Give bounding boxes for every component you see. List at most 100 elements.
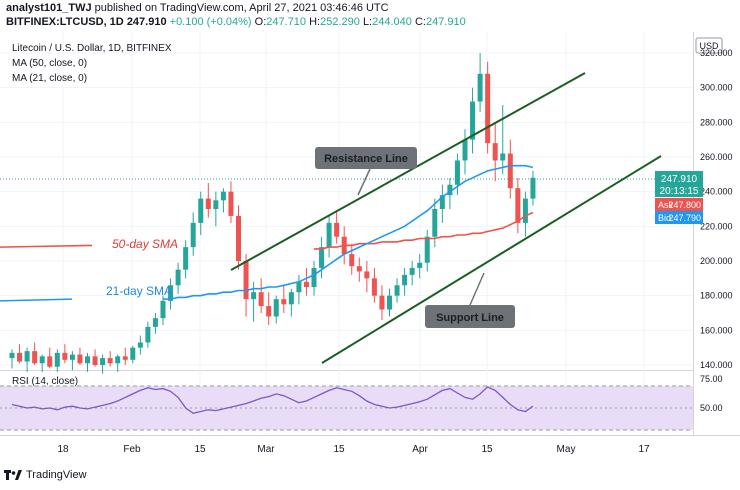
candle-body	[417, 262, 423, 268]
candle-body	[168, 285, 174, 301]
candle-body	[17, 352, 23, 362]
ohlc-line: BITFINEX:LTCUSD, 1D 247.910 +0.100 (+0.0…	[6, 16, 466, 28]
ask-value: 247.800	[668, 200, 701, 210]
publish-line: analyst101_TWJ published on TradingView.…	[6, 2, 389, 14]
candle-body	[266, 306, 272, 317]
ask-tag: Ask 247.800	[655, 198, 703, 211]
resistance-callout-label: Resistance Line	[324, 153, 408, 165]
open-label: O:	[254, 16, 267, 28]
legend-ma21[interactable]: MA (21, close, 0)	[12, 73, 87, 84]
ask-label: Ask	[658, 200, 674, 210]
candle-body	[100, 358, 106, 365]
price-tick-label: 140.000	[700, 360, 733, 370]
high-value: 252.290	[320, 16, 360, 28]
support-trendline[interactable]	[321, 155, 662, 364]
candle-body	[379, 295, 385, 310]
sma50-annotation: 50-day SMA	[112, 237, 178, 251]
author-name[interactable]: analyst101_TWJ	[6, 2, 92, 14]
candle-body	[175, 269, 181, 286]
candle-body	[371, 278, 377, 296]
candle-body	[198, 198, 204, 223]
time-axis-ticks: 18 Feb 15 Mar 15 Apr 15 May 17	[57, 444, 650, 455]
candle-body	[296, 281, 302, 293]
candle-body	[213, 200, 219, 209]
time-tick-label: 15	[194, 444, 206, 455]
footer: TradingView	[4, 468, 87, 482]
currency-label: USD	[699, 41, 719, 51]
candle-body	[9, 352, 15, 359]
candle-body	[130, 347, 136, 360]
ma50-line	[314, 211, 534, 250]
bid-value: 247.790	[668, 213, 701, 223]
time-tick-label: 15	[333, 444, 345, 455]
rsi-tick-75: 75.00	[700, 374, 723, 384]
candle-body	[160, 300, 166, 319]
candle-body	[349, 254, 355, 267]
resistance-trendline[interactable]	[230, 72, 586, 271]
candle-body	[500, 153, 506, 161]
currency-badge[interactable]: USD	[695, 37, 723, 54]
support-callout[interactable]: Support Line	[425, 272, 515, 328]
resistance-callout-pointer	[357, 168, 371, 196]
main-pane[interactable]	[0, 32, 693, 370]
currency-badge-box	[695, 37, 723, 54]
header-change: +0.100 (+0.04%)	[169, 16, 252, 28]
candle-body	[326, 222, 332, 248]
price-tick-label: 280.000	[700, 117, 733, 127]
candle-body	[183, 247, 189, 270]
price-tick-label: 220.000	[700, 221, 733, 231]
close-label: C:	[414, 16, 426, 28]
candle-body	[454, 160, 460, 185]
ma50-line-left	[0, 244, 93, 248]
candle-body	[47, 356, 53, 367]
candle-body	[190, 222, 196, 248]
candle-body	[145, 326, 151, 343]
brand-name[interactable]: TradingView	[26, 469, 87, 481]
candle-body	[288, 292, 294, 305]
open-value: 247.710	[266, 16, 307, 28]
candle-body	[85, 356, 90, 364]
candle-body	[364, 271, 370, 279]
resistance-callout-box	[315, 147, 417, 169]
symbol-label[interactable]: BITFINEX:LTCUSD, 1D	[6, 16, 124, 28]
low-label: L:	[362, 16, 373, 28]
last-price-tag: 247.910 20:13:15	[655, 171, 703, 197]
price-tick-label: 320.000	[700, 48, 733, 58]
candle-body	[319, 247, 325, 268]
resistance-callout[interactable]: Resistance Line	[315, 147, 417, 196]
rsi-line	[11, 386, 534, 415]
candle-body	[92, 356, 98, 365]
price-tick-label: 300.000	[700, 83, 733, 93]
price-axis-ticks: 320.000 300.000 280.000 260.000 240.000 220.0…	[700, 48, 733, 370]
candle-body	[432, 209, 438, 237]
candle-body	[530, 177, 536, 199]
candle-body	[522, 198, 528, 223]
time-tick-label: Mar	[257, 444, 275, 455]
header-price: 247.910	[126, 16, 167, 28]
candle-body	[492, 143, 498, 161]
candle-body	[137, 342, 143, 348]
time-tick-label: Apr	[412, 444, 428, 455]
candle-body	[220, 191, 226, 201]
ask-tag-box	[655, 198, 703, 211]
candle-body	[439, 195, 445, 209]
legend-ma50[interactable]: MA (50, close, 0)	[12, 58, 87, 69]
candle-body	[515, 188, 521, 223]
high-label: H:	[309, 16, 321, 28]
candle-body	[122, 356, 128, 360]
tradingview-logo-icon[interactable]	[4, 468, 22, 482]
candle-body	[387, 295, 392, 310]
support-callout-label: Support Line	[436, 312, 504, 324]
candle-body	[258, 292, 264, 307]
candle-body	[303, 281, 309, 287]
ma21-line	[163, 164, 534, 300]
candle-body	[32, 351, 38, 364]
candle-body	[402, 274, 408, 286]
time-tick-label: 18	[57, 444, 69, 455]
candle-body	[477, 73, 483, 102]
rsi-label[interactable]: RSI (14, close)	[12, 376, 78, 387]
bid-label: Bid	[658, 213, 671, 223]
candle-body	[334, 222, 340, 237]
sma21-annotation: 21-day SMA	[106, 284, 172, 298]
